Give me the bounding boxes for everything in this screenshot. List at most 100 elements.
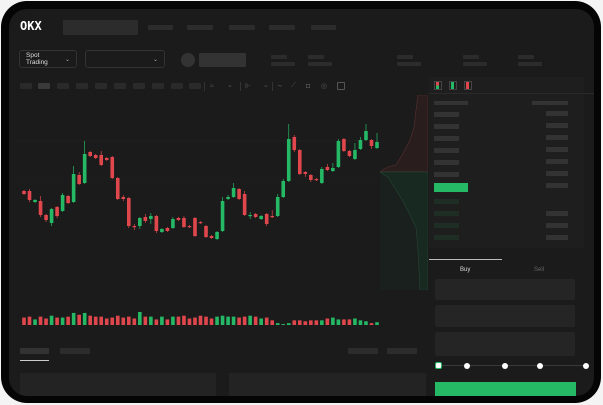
volume-bar xyxy=(27,316,32,325)
candle-body xyxy=(242,194,247,215)
volume-bar xyxy=(204,316,208,325)
interval-button[interactable] xyxy=(152,83,164,89)
candle xyxy=(292,135,297,152)
volume-bar xyxy=(171,316,175,325)
chevron-down-icon[interactable]: ⌄ xyxy=(263,82,269,89)
settings-icon[interactable]: ◎ xyxy=(321,83,328,90)
candle xyxy=(110,156,115,179)
candle-body xyxy=(209,236,214,238)
camera-icon[interactable]: ◘ xyxy=(306,83,311,90)
interval-button[interactable] xyxy=(189,83,201,89)
candle xyxy=(286,124,291,182)
candle xyxy=(27,189,32,202)
orderbook-asks-icon[interactable] xyxy=(464,81,472,90)
volume-bar xyxy=(253,316,258,325)
market-type-dropdown[interactable]: Spot Trading ⌄ xyxy=(19,50,77,68)
interval-button[interactable] xyxy=(171,83,183,89)
search-bar[interactable] xyxy=(63,20,138,35)
volume-bar xyxy=(104,318,109,325)
nav-item[interactable] xyxy=(229,25,255,30)
pair-dropdown[interactable]: ⌄ xyxy=(85,50,165,68)
tab-buy[interactable]: Buy xyxy=(460,267,471,273)
slider-stop-50[interactable] xyxy=(502,363,508,369)
candle xyxy=(342,138,346,152)
chevron-down-icon[interactable]: ⌄ xyxy=(227,82,233,89)
candle-body xyxy=(270,216,275,218)
amount-slider-track[interactable] xyxy=(439,365,587,366)
candle-body xyxy=(364,131,368,140)
volume-bar xyxy=(248,315,252,325)
candle-body xyxy=(176,218,181,220)
interval-button[interactable] xyxy=(76,83,88,89)
bid-price xyxy=(434,235,459,240)
candle-body xyxy=(248,215,252,217)
candle xyxy=(314,178,319,181)
coin-icon xyxy=(181,53,195,67)
volume-bar xyxy=(66,316,70,325)
interval-button[interactable] xyxy=(38,83,50,89)
line-tool-icon[interactable]: ∼ xyxy=(277,83,283,90)
candle-interval-icon[interactable]: ≈ xyxy=(210,83,214,90)
nav-item[interactable] xyxy=(311,25,336,30)
buy-submit-button[interactable] xyxy=(435,382,576,396)
volume-bar xyxy=(82,312,87,325)
candle-body xyxy=(71,174,76,202)
nav-item[interactable] xyxy=(187,25,213,30)
candlestick-chart[interactable] xyxy=(15,95,380,295)
fullscreen-icon[interactable] xyxy=(337,82,345,90)
interval-button[interactable] xyxy=(133,83,145,89)
interval-button[interactable] xyxy=(57,83,69,89)
candle xyxy=(336,139,341,168)
volume-bar xyxy=(369,323,374,325)
volume-bar xyxy=(342,319,346,325)
candle xyxy=(264,213,269,226)
orderbook-bids-icon[interactable] xyxy=(449,81,457,90)
candle-body xyxy=(82,154,87,183)
slider-stop-75[interactable] xyxy=(537,363,543,369)
candle-body xyxy=(292,137,297,150)
candle xyxy=(187,225,192,228)
slider-handle[interactable] xyxy=(435,362,442,369)
volume-bar xyxy=(99,316,104,325)
candle xyxy=(60,193,65,212)
candle-body xyxy=(226,197,230,199)
nav-item[interactable] xyxy=(269,25,295,30)
slider-stop-100[interactable] xyxy=(583,363,589,369)
interval-button[interactable] xyxy=(114,83,126,89)
candle-body xyxy=(171,219,175,228)
volume-bar xyxy=(143,316,148,325)
view-all-button[interactable] xyxy=(387,348,417,354)
stat-value xyxy=(308,62,332,66)
volume-bar xyxy=(182,315,186,325)
tab-open-orders[interactable] xyxy=(20,348,49,354)
volume-bar xyxy=(193,317,197,325)
candle xyxy=(171,217,175,229)
volume-bar xyxy=(242,316,247,325)
amount-input[interactable] xyxy=(435,305,575,327)
interval-button[interactable] xyxy=(95,83,107,89)
ask-amount xyxy=(546,159,568,164)
tab-sell[interactable]: Sell xyxy=(534,267,545,273)
nav-item[interactable] xyxy=(148,25,173,30)
candle-body xyxy=(33,200,37,202)
orderbook-both-icon[interactable] xyxy=(434,81,442,90)
candle xyxy=(88,151,92,157)
total-input[interactable] xyxy=(435,332,575,356)
stat-value xyxy=(397,62,421,66)
tab-order-history[interactable] xyxy=(60,348,90,354)
candle xyxy=(231,183,236,198)
volume-bar xyxy=(149,316,153,325)
candle-body xyxy=(331,168,335,171)
candle xyxy=(353,143,357,160)
price-input[interactable] xyxy=(435,279,575,300)
filter-button[interactable] xyxy=(348,348,378,354)
candle-body xyxy=(160,229,164,232)
slider-stop-25[interactable] xyxy=(464,363,470,369)
candle-body xyxy=(187,226,192,228)
ask-price xyxy=(434,172,459,177)
indicator-icon[interactable]: ⊩ xyxy=(245,83,252,90)
candle-body xyxy=(93,155,98,158)
okx-logo[interactable]: OKX xyxy=(20,19,42,33)
ruler-icon[interactable]: ⟋ xyxy=(291,82,296,89)
interval-button[interactable] xyxy=(20,83,32,89)
